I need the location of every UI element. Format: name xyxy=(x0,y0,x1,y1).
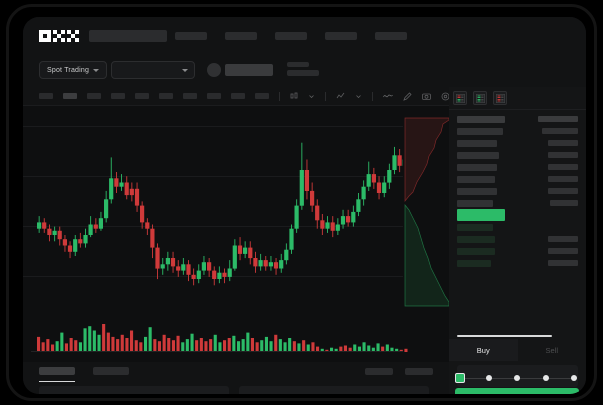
app-header xyxy=(23,17,586,53)
bottom-tab-label xyxy=(39,367,75,375)
market-depth-chart xyxy=(403,106,449,312)
logo-x-glyph xyxy=(67,30,79,42)
pair-name-label xyxy=(225,64,273,76)
order-book-ask-row[interactable] xyxy=(449,137,586,149)
order-book-bid-row[interactable] xyxy=(449,233,586,245)
coin-avatar-icon xyxy=(207,63,221,77)
pair-select-dropdown[interactable] xyxy=(111,61,195,79)
bottom-field-2[interactable] xyxy=(239,386,429,394)
bottom-actions xyxy=(365,368,433,375)
logo-o-glyph xyxy=(39,30,51,42)
timeframe-chip-2[interactable] xyxy=(63,93,77,99)
chevron-down-icon[interactable] xyxy=(355,93,362,100)
okx-logo[interactable] xyxy=(39,30,81,42)
logo-k-glyph xyxy=(53,30,65,42)
volume-axis-line xyxy=(31,351,403,352)
order-book-bid-row[interactable] xyxy=(449,245,586,257)
order-book-ask-row[interactable] xyxy=(449,125,586,137)
chevron-down-icon xyxy=(93,68,100,72)
pencil-icon[interactable] xyxy=(403,91,412,101)
timeframe-chip-4[interactable] xyxy=(111,93,125,99)
nav-item-4[interactable] xyxy=(325,32,357,40)
page-title xyxy=(89,30,167,42)
timeframe-chip-6[interactable] xyxy=(159,93,173,99)
market-type-dropdown[interactable]: Spot Trading xyxy=(39,61,108,79)
slider-stop-25[interactable] xyxy=(485,375,492,381)
ob-mode-bids-icon[interactable] xyxy=(473,91,487,105)
indicator-icon[interactable] xyxy=(336,92,345,100)
submit-buy-button[interactable] xyxy=(455,388,579,394)
chevron-down-icon xyxy=(182,68,188,72)
bottom-tab-label xyxy=(93,367,129,375)
amount-percent-slider[interactable] xyxy=(455,369,579,387)
last-price-block xyxy=(287,62,319,79)
bottom-tab-order-history[interactable] xyxy=(93,367,129,375)
nav-item-5[interactable] xyxy=(375,32,407,40)
order-book-rows xyxy=(449,113,586,269)
order-book-header xyxy=(449,113,586,125)
timeframe-chip-3[interactable] xyxy=(87,93,101,99)
bottom-fields xyxy=(39,386,429,394)
bottom-tab-open-orders[interactable] xyxy=(39,367,75,382)
order-book-ask-row[interactable] xyxy=(449,149,586,161)
order-book-ask-row[interactable] xyxy=(449,161,586,173)
camera-icon[interactable] xyxy=(422,92,431,101)
order-book-bid-row[interactable] xyxy=(449,221,586,233)
bottom-panel xyxy=(23,362,449,394)
ob-mode-asks-icon[interactable] xyxy=(493,91,507,105)
candlestick-chart[interactable] xyxy=(23,106,431,312)
order-book-mode-group xyxy=(453,91,507,105)
order-book-header-divider xyxy=(449,109,586,110)
nav-item-1[interactable] xyxy=(175,32,207,40)
device-frame: Spot Trading xyxy=(6,4,597,401)
volume-bar-series xyxy=(37,324,408,352)
app-screen: Spot Trading xyxy=(23,17,586,394)
market-subheader: Spot Trading xyxy=(23,53,586,107)
order-book-ask-row[interactable] xyxy=(449,197,586,209)
timeframe-chip-1[interactable] xyxy=(39,93,53,99)
toolbar-divider xyxy=(372,91,373,101)
bottom-tabs xyxy=(39,367,129,382)
buy-sell-tabs: Buy Sell xyxy=(449,339,586,361)
slider-stop-75[interactable] xyxy=(542,375,549,381)
timeframe-chip-10[interactable] xyxy=(255,93,269,99)
timeframe-chip-5[interactable] xyxy=(135,93,149,99)
order-book-mid-price-row[interactable] xyxy=(449,209,586,221)
bottom-action-1[interactable] xyxy=(365,368,393,375)
order-book-panel: Buy Sell xyxy=(449,87,586,394)
nav-item-3[interactable] xyxy=(275,32,307,40)
slider-stop-100[interactable] xyxy=(571,375,577,381)
slider-stop-50[interactable] xyxy=(514,375,520,381)
timeframe-chip-8[interactable] xyxy=(207,93,221,99)
candlestick-series xyxy=(37,142,412,286)
panel-scroll-indicator[interactable] xyxy=(457,335,552,337)
slider-handle[interactable] xyxy=(455,373,465,383)
order-book-ask-row[interactable] xyxy=(449,185,586,197)
toolbar-divider xyxy=(325,91,326,101)
order-book-bid-row[interactable] xyxy=(449,257,586,269)
ob-mode-both-icon[interactable] xyxy=(453,91,467,105)
candle-type-icon[interactable] xyxy=(290,92,298,100)
market-type-label: Spot Trading xyxy=(47,66,90,74)
order-book-ask-row[interactable] xyxy=(449,173,586,185)
bottom-field-1[interactable] xyxy=(39,386,229,394)
tab-buy[interactable]: Buy xyxy=(449,339,518,361)
chevron-down-icon[interactable] xyxy=(308,93,315,100)
nav-item-2[interactable] xyxy=(225,32,257,40)
line-tool-icon[interactable] xyxy=(383,92,393,100)
main-nav xyxy=(175,32,407,40)
volume-chart xyxy=(23,312,449,362)
last-price-value xyxy=(287,70,319,76)
timeframe-chip-7[interactable] xyxy=(183,93,197,99)
timeframe-chip-9[interactable] xyxy=(231,93,245,99)
toolbar-divider xyxy=(279,91,280,101)
tab-sell[interactable]: Sell xyxy=(545,345,558,355)
bottom-action-2[interactable] xyxy=(405,368,433,375)
last-price-label xyxy=(287,62,309,67)
